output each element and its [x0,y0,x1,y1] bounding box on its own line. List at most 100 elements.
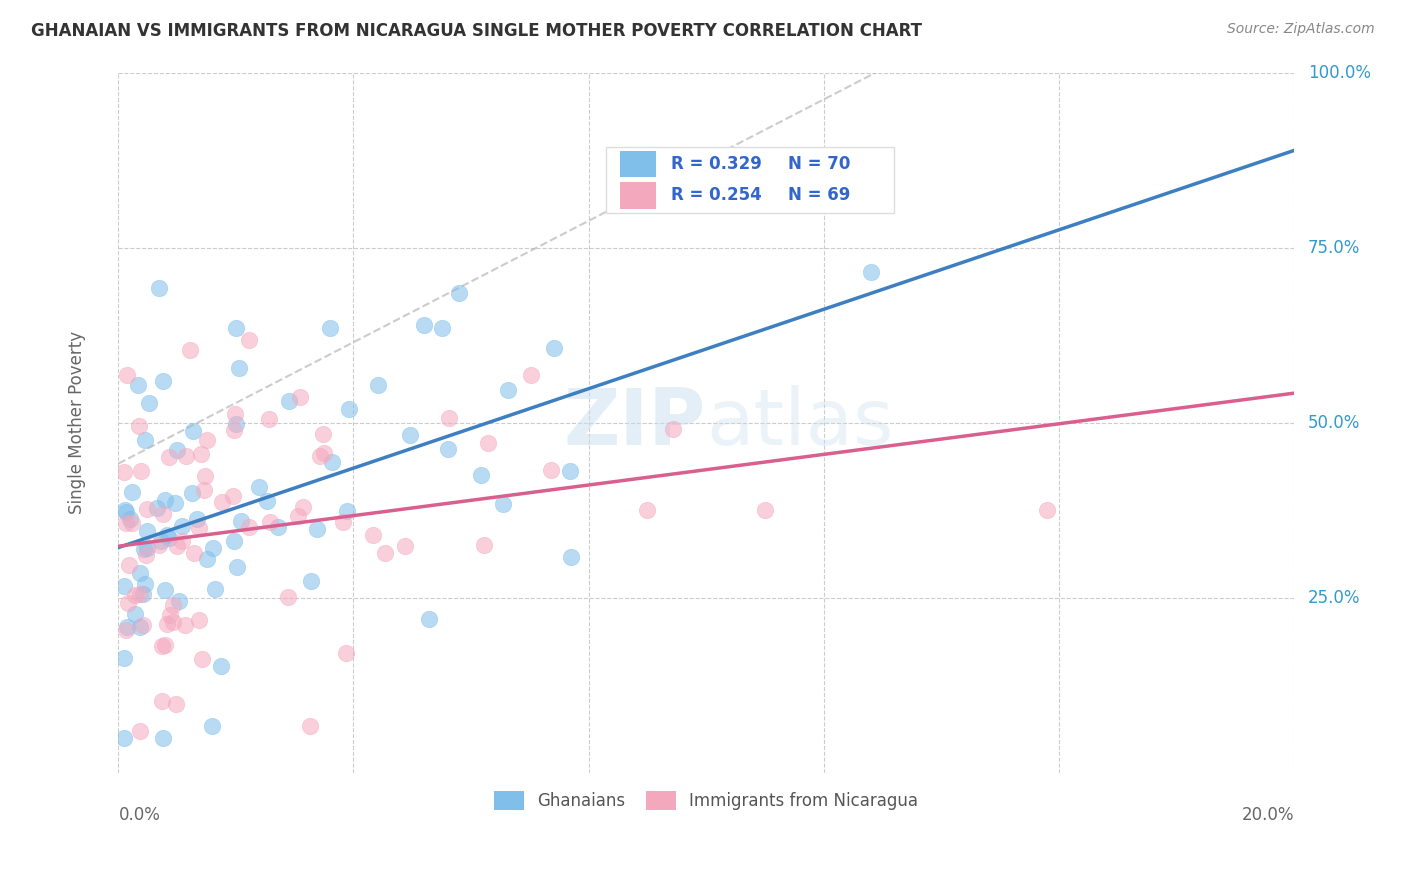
Point [540,463,562,477]
Point [287,508,309,523]
Text: Source: ZipAtlas.com: Source: ZipAtlas.com [1227,22,1375,37]
Point [170,519,193,533]
Text: 75.0%: 75.0% [1308,239,1361,257]
Point [394,540,416,554]
Point [291,500,314,514]
Point [183,546,205,560]
Point [148,281,170,295]
Point [129,724,152,739]
Point [259,515,281,529]
Point [222,489,245,503]
Point [256,494,278,508]
Point [472,538,495,552]
Text: N = 70: N = 70 [789,155,851,173]
Point [156,616,179,631]
Bar [620,182,655,209]
Point [188,613,211,627]
Point [134,576,156,591]
Text: 100.0%: 100.0% [1308,64,1371,82]
Point [150,694,173,708]
Point [543,341,565,355]
Point [337,401,360,416]
Point [259,411,281,425]
Point [228,361,250,376]
Point [112,465,135,479]
Point [183,424,205,438]
Point [135,548,157,562]
Point [225,321,247,335]
Point [335,504,357,518]
Point [157,531,180,545]
Point [247,480,270,494]
Point [112,651,135,665]
Point [165,496,187,510]
Point [131,587,153,601]
Point [398,428,420,442]
Point [115,620,138,634]
Point [152,508,174,522]
Point [128,418,150,433]
Point [112,731,135,745]
Text: atlas: atlas [706,384,894,461]
Point [299,574,322,589]
Legend: Ghanaians, Immigrants from Nicaragua: Ghanaians, Immigrants from Nicaragua [488,784,925,817]
Point [120,511,142,525]
Bar [606,146,894,213]
Point [321,455,343,469]
Point [115,368,138,382]
Point [179,343,201,357]
Point [124,607,146,622]
Point [437,411,460,425]
Point [131,464,153,478]
Point [134,433,156,447]
Bar [620,151,655,178]
Point [155,638,177,652]
Point [449,286,471,301]
Point [146,501,169,516]
Point [135,541,157,556]
Text: ZIP: ZIP [564,384,706,461]
Point [195,433,218,447]
Point [266,520,288,534]
Point [277,394,299,409]
Point [202,541,225,555]
Point [117,558,139,572]
Point [224,407,246,421]
Point [288,390,311,404]
Point [148,538,170,552]
Point [166,442,188,457]
Point [167,594,190,608]
Point [226,559,249,574]
Point [162,599,184,613]
Point [418,612,440,626]
Point [319,321,342,335]
Text: R = 0.329: R = 0.329 [671,155,762,173]
Point [191,652,214,666]
Point [492,497,515,511]
Point [152,731,174,745]
Point [277,590,299,604]
Point [238,334,260,348]
Point [188,521,211,535]
Point [520,368,543,382]
Point [225,417,247,432]
Point [361,528,384,542]
Text: Single Mother Poverty: Single Mother Poverty [69,331,86,515]
Point [155,582,177,597]
Text: 20.0%: 20.0% [1241,806,1294,824]
Point [150,533,173,548]
Point [136,524,159,539]
Point [114,516,136,530]
Point [150,640,173,654]
Point [193,483,215,497]
Point [134,541,156,556]
Text: 25.0%: 25.0% [1308,589,1361,607]
Point [374,546,396,560]
Point [127,377,149,392]
Point [115,624,138,638]
Point [332,515,354,529]
Point [470,467,492,482]
Point [112,579,135,593]
Point [312,427,335,442]
Point [204,582,226,597]
